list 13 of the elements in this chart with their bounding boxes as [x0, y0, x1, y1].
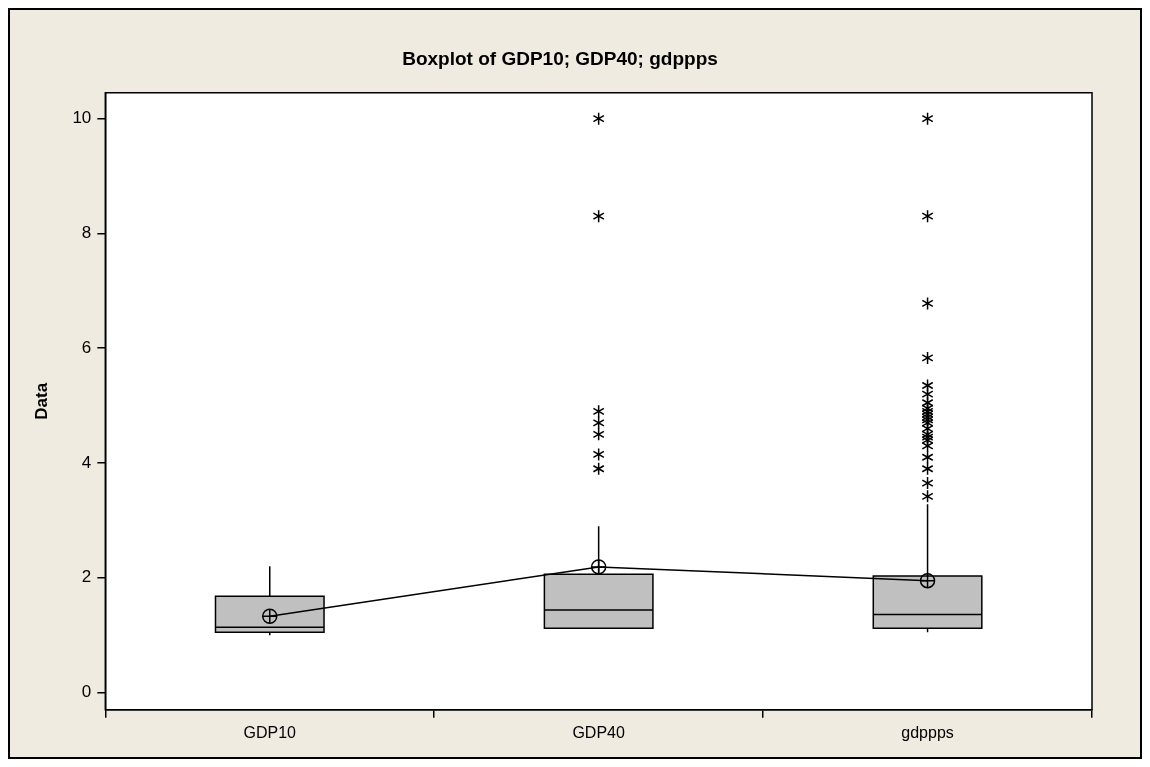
y-tick-label: 6 — [81, 337, 92, 357]
y-axis-title: Data — [31, 382, 51, 420]
point — [262, 608, 278, 624]
chart-title: Boxplot of GDP10; GDP40; gdppps — [402, 47, 718, 69]
y-tick-label: 10 — [72, 108, 92, 128]
y-tick-label: 8 — [81, 223, 92, 243]
y-tick-label: 4 — [81, 452, 92, 472]
y-tick-label: 2 — [81, 567, 92, 587]
x-tick-label: GDP40 — [572, 723, 625, 741]
x-tick-label: GDP10 — [243, 723, 297, 741]
x-tick-label: gdppps — [901, 723, 954, 741]
y-tick-label: 0 — [81, 682, 92, 702]
point — [919, 572, 936, 589]
